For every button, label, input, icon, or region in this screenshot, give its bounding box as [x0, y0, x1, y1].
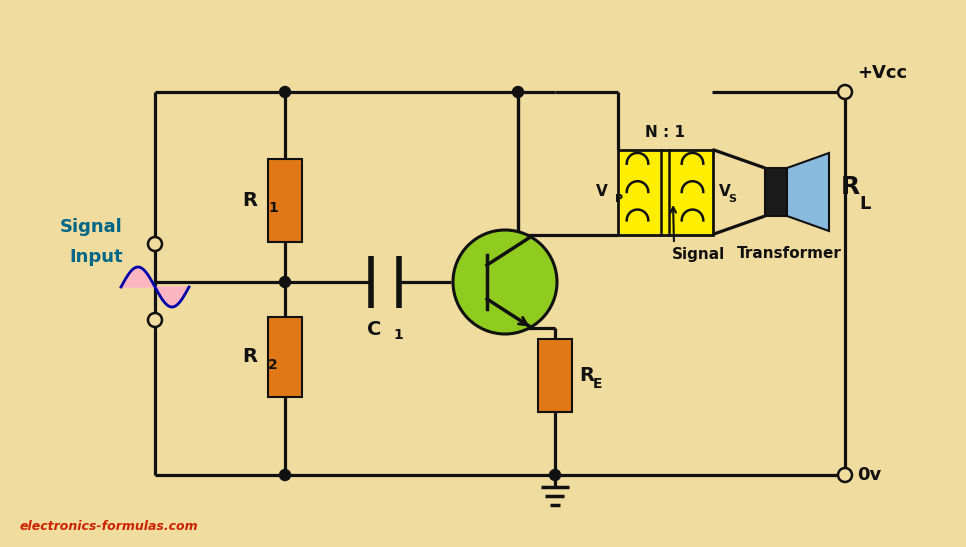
Text: V: V	[596, 184, 608, 200]
Circle shape	[838, 468, 852, 482]
Circle shape	[838, 85, 852, 99]
Text: L: L	[859, 195, 870, 213]
Bar	[538, 339, 572, 412]
Text: 2: 2	[268, 358, 278, 372]
Text: S: S	[728, 194, 736, 204]
Bar	[268, 159, 302, 242]
Text: R: R	[242, 191, 257, 210]
Text: C: C	[367, 320, 381, 339]
Text: 0v: 0v	[857, 466, 881, 484]
Text: +Vcc: +Vcc	[857, 64, 907, 82]
Text: R: R	[242, 347, 257, 366]
Text: E: E	[593, 376, 603, 391]
Text: P: P	[615, 194, 624, 204]
Text: electronics-formulas.com: electronics-formulas.com	[19, 520, 198, 533]
Text: 1: 1	[393, 328, 403, 342]
Text: Input: Input	[70, 248, 123, 266]
Text: N : 1: N : 1	[645, 125, 685, 139]
Circle shape	[148, 313, 162, 327]
Circle shape	[279, 86, 291, 97]
Circle shape	[453, 230, 557, 334]
Text: R: R	[579, 366, 594, 385]
Bar	[765, 168, 787, 216]
Circle shape	[550, 469, 560, 480]
Text: Transformer: Transformer	[737, 247, 842, 261]
Text: Signal: Signal	[672, 247, 725, 261]
Text: V: V	[719, 184, 730, 200]
Circle shape	[513, 86, 524, 97]
Text: 1: 1	[268, 201, 278, 216]
Bar	[268, 317, 302, 397]
Circle shape	[279, 469, 291, 480]
Polygon shape	[787, 153, 829, 231]
Text: Signal: Signal	[60, 218, 123, 236]
Bar	[617, 149, 713, 235]
Circle shape	[279, 276, 291, 288]
Circle shape	[148, 237, 162, 251]
Text: R: R	[841, 175, 861, 199]
